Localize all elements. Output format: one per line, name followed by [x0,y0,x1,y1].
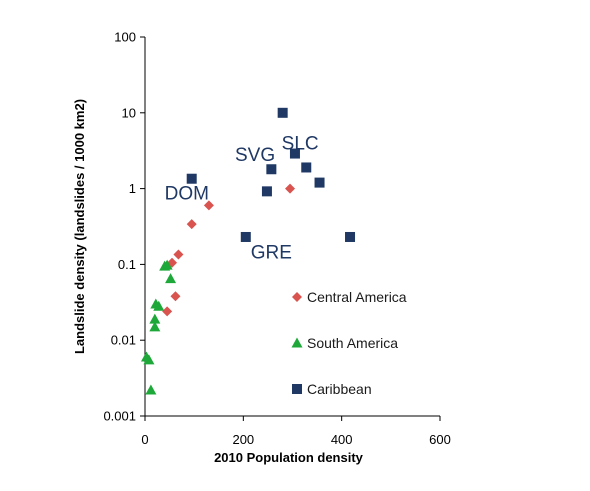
y-ticks: 0.001 0.01 0.1 1 10 100 [103,30,145,424]
south-america-point [143,354,155,365]
x-tick-label: 600 [429,432,451,447]
central-america-point [203,200,214,211]
caribbean-point [266,164,277,175]
caribbean-point [261,186,272,197]
annotation-label-slc: SLC [282,133,319,154]
central-america-point [162,306,173,317]
x-tick-label: 0 [141,432,148,447]
south-america-point [153,300,165,311]
legend-label-south-america: South America [307,335,398,351]
y-tick-label: 100 [114,30,136,45]
legend: Central America South America Caribbean [291,289,407,397]
annotations: DOM SVG SLC GRE [165,133,319,263]
caribbean-point [186,173,197,184]
legend-label-central-america: Central America [307,289,407,305]
x-tick-label: 400 [331,432,353,447]
central-america-point [285,183,296,194]
south-america-point [149,313,161,324]
central-america-point [186,219,197,230]
y-tick-label: 10 [122,105,136,120]
x-ticks: 0 200 400 600 [141,416,451,447]
caribbean-point [289,148,300,159]
central-america-point [173,249,184,260]
y-tick-label: 1 [129,181,136,196]
central-america-point [170,291,181,302]
legend-label-caribbean: Caribbean [307,381,372,397]
x-tick-label: 200 [232,432,254,447]
south-america-point [145,384,157,395]
caribbean-point [314,177,325,188]
x-axis-title: 2010 Population density [214,450,364,465]
axes [144,37,440,417]
y-tick-label: 0.1 [118,257,136,272]
south-america-point [165,273,177,284]
annotation-label-gre: GRE [251,242,292,263]
caribbean-point [301,162,312,173]
legend-marker-caribbean [292,384,302,394]
y-tick-label: 0.001 [103,409,136,424]
south-america-point [149,321,161,332]
y-axis-title: Landslide density (landslides / 1000 km2… [72,99,87,354]
annotation-label-dom: DOM [165,183,209,204]
caribbean-point [277,107,288,118]
caribbean-point [240,231,251,242]
data-points [140,107,356,395]
caribbean-point [345,231,356,242]
south-america-point [161,259,173,270]
annotation-label-svg: SVG [235,145,275,166]
legend-marker-central-america [292,292,302,302]
legend-marker-south-america [291,337,303,348]
y-tick-label: 0.01 [111,333,136,348]
